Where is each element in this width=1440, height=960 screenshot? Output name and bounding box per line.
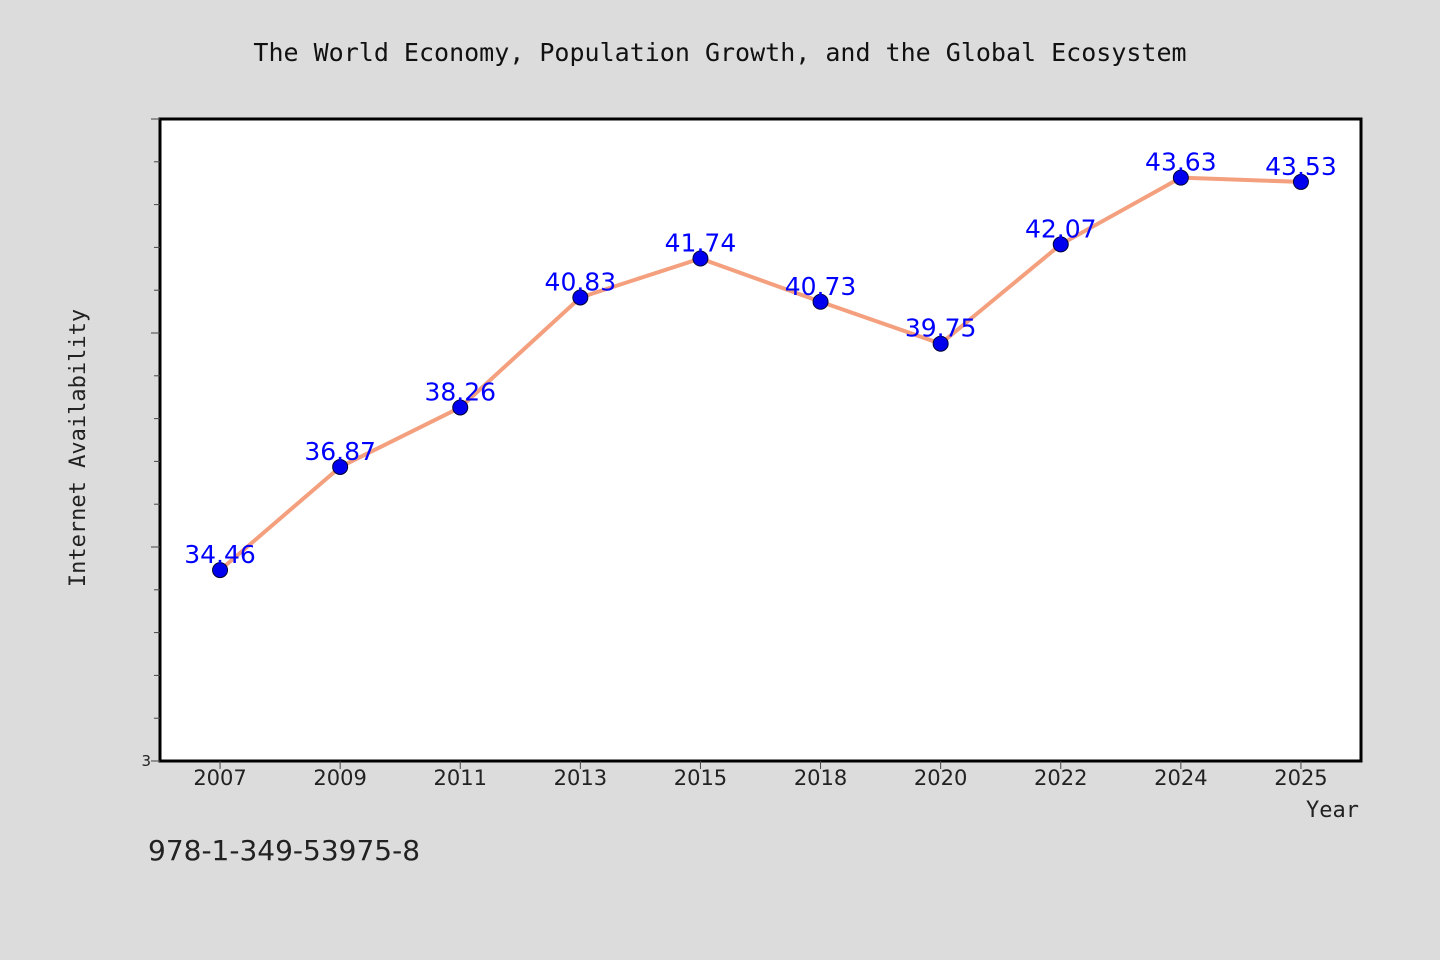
data-label: 41.74 [665, 229, 737, 258]
data-markers [212, 169, 1309, 579]
isbn-footer: 978-1-349-53975-8 [148, 834, 421, 867]
series-line [218, 175, 1302, 572]
data-point [332, 458, 349, 475]
x-axis-tick-labels: 2007 2009 2011 2013 2015 2018 2020 2022 2024 2025 [193, 766, 1327, 790]
data-label: 43.53 [1265, 152, 1337, 181]
x-axis-label: Year [1306, 798, 1359, 823]
x-tick-label: 2018 [794, 766, 847, 790]
x-tick-label: 2011 [434, 766, 487, 790]
plot-area [158, 117, 1363, 763]
x-tick-label: 2007 [193, 766, 246, 790]
data-label: 36.87 [304, 437, 376, 466]
data-point [1172, 169, 1189, 186]
data-point [932, 335, 949, 352]
data-label: 42.07 [1025, 214, 1097, 243]
y-axis-ticks [151, 118, 160, 762]
x-axis-ticks [219, 761, 1302, 769]
data-label: 40.83 [545, 267, 617, 296]
x-tick-label: 2024 [1154, 766, 1207, 790]
y-tick-label: 3 [141, 752, 151, 770]
x-tick-label: 2015 [674, 766, 727, 790]
data-label: 40.73 [785, 272, 857, 301]
x-tick-label: 2009 [313, 766, 366, 790]
data-label: 34.46 [184, 540, 256, 569]
data-label: 43.63 [1145, 148, 1217, 177]
chart-title: The World Economy, Population Growth, an… [253, 38, 1186, 67]
data-point [212, 562, 229, 579]
x-tick-label: 2013 [554, 766, 607, 790]
series-lines [218, 175, 1302, 572]
data-point [812, 293, 829, 310]
x-tick-label: 2022 [1034, 766, 1087, 790]
x-tick-label: 2020 [914, 766, 967, 790]
y-axis-label: Internet Availability [66, 309, 91, 587]
data-point [572, 289, 589, 306]
x-tick-label: 2025 [1274, 766, 1327, 790]
data-labels: 34.46 36.87 38.26 40.83 41.74 40.73 39.75 42.07… [184, 148, 1336, 569]
data-point [1052, 236, 1069, 253]
data-point [1292, 173, 1309, 190]
data-point [692, 250, 709, 267]
data-label: 38.26 [424, 377, 496, 406]
data-label: 39.75 [905, 314, 977, 343]
data-point [452, 399, 469, 416]
